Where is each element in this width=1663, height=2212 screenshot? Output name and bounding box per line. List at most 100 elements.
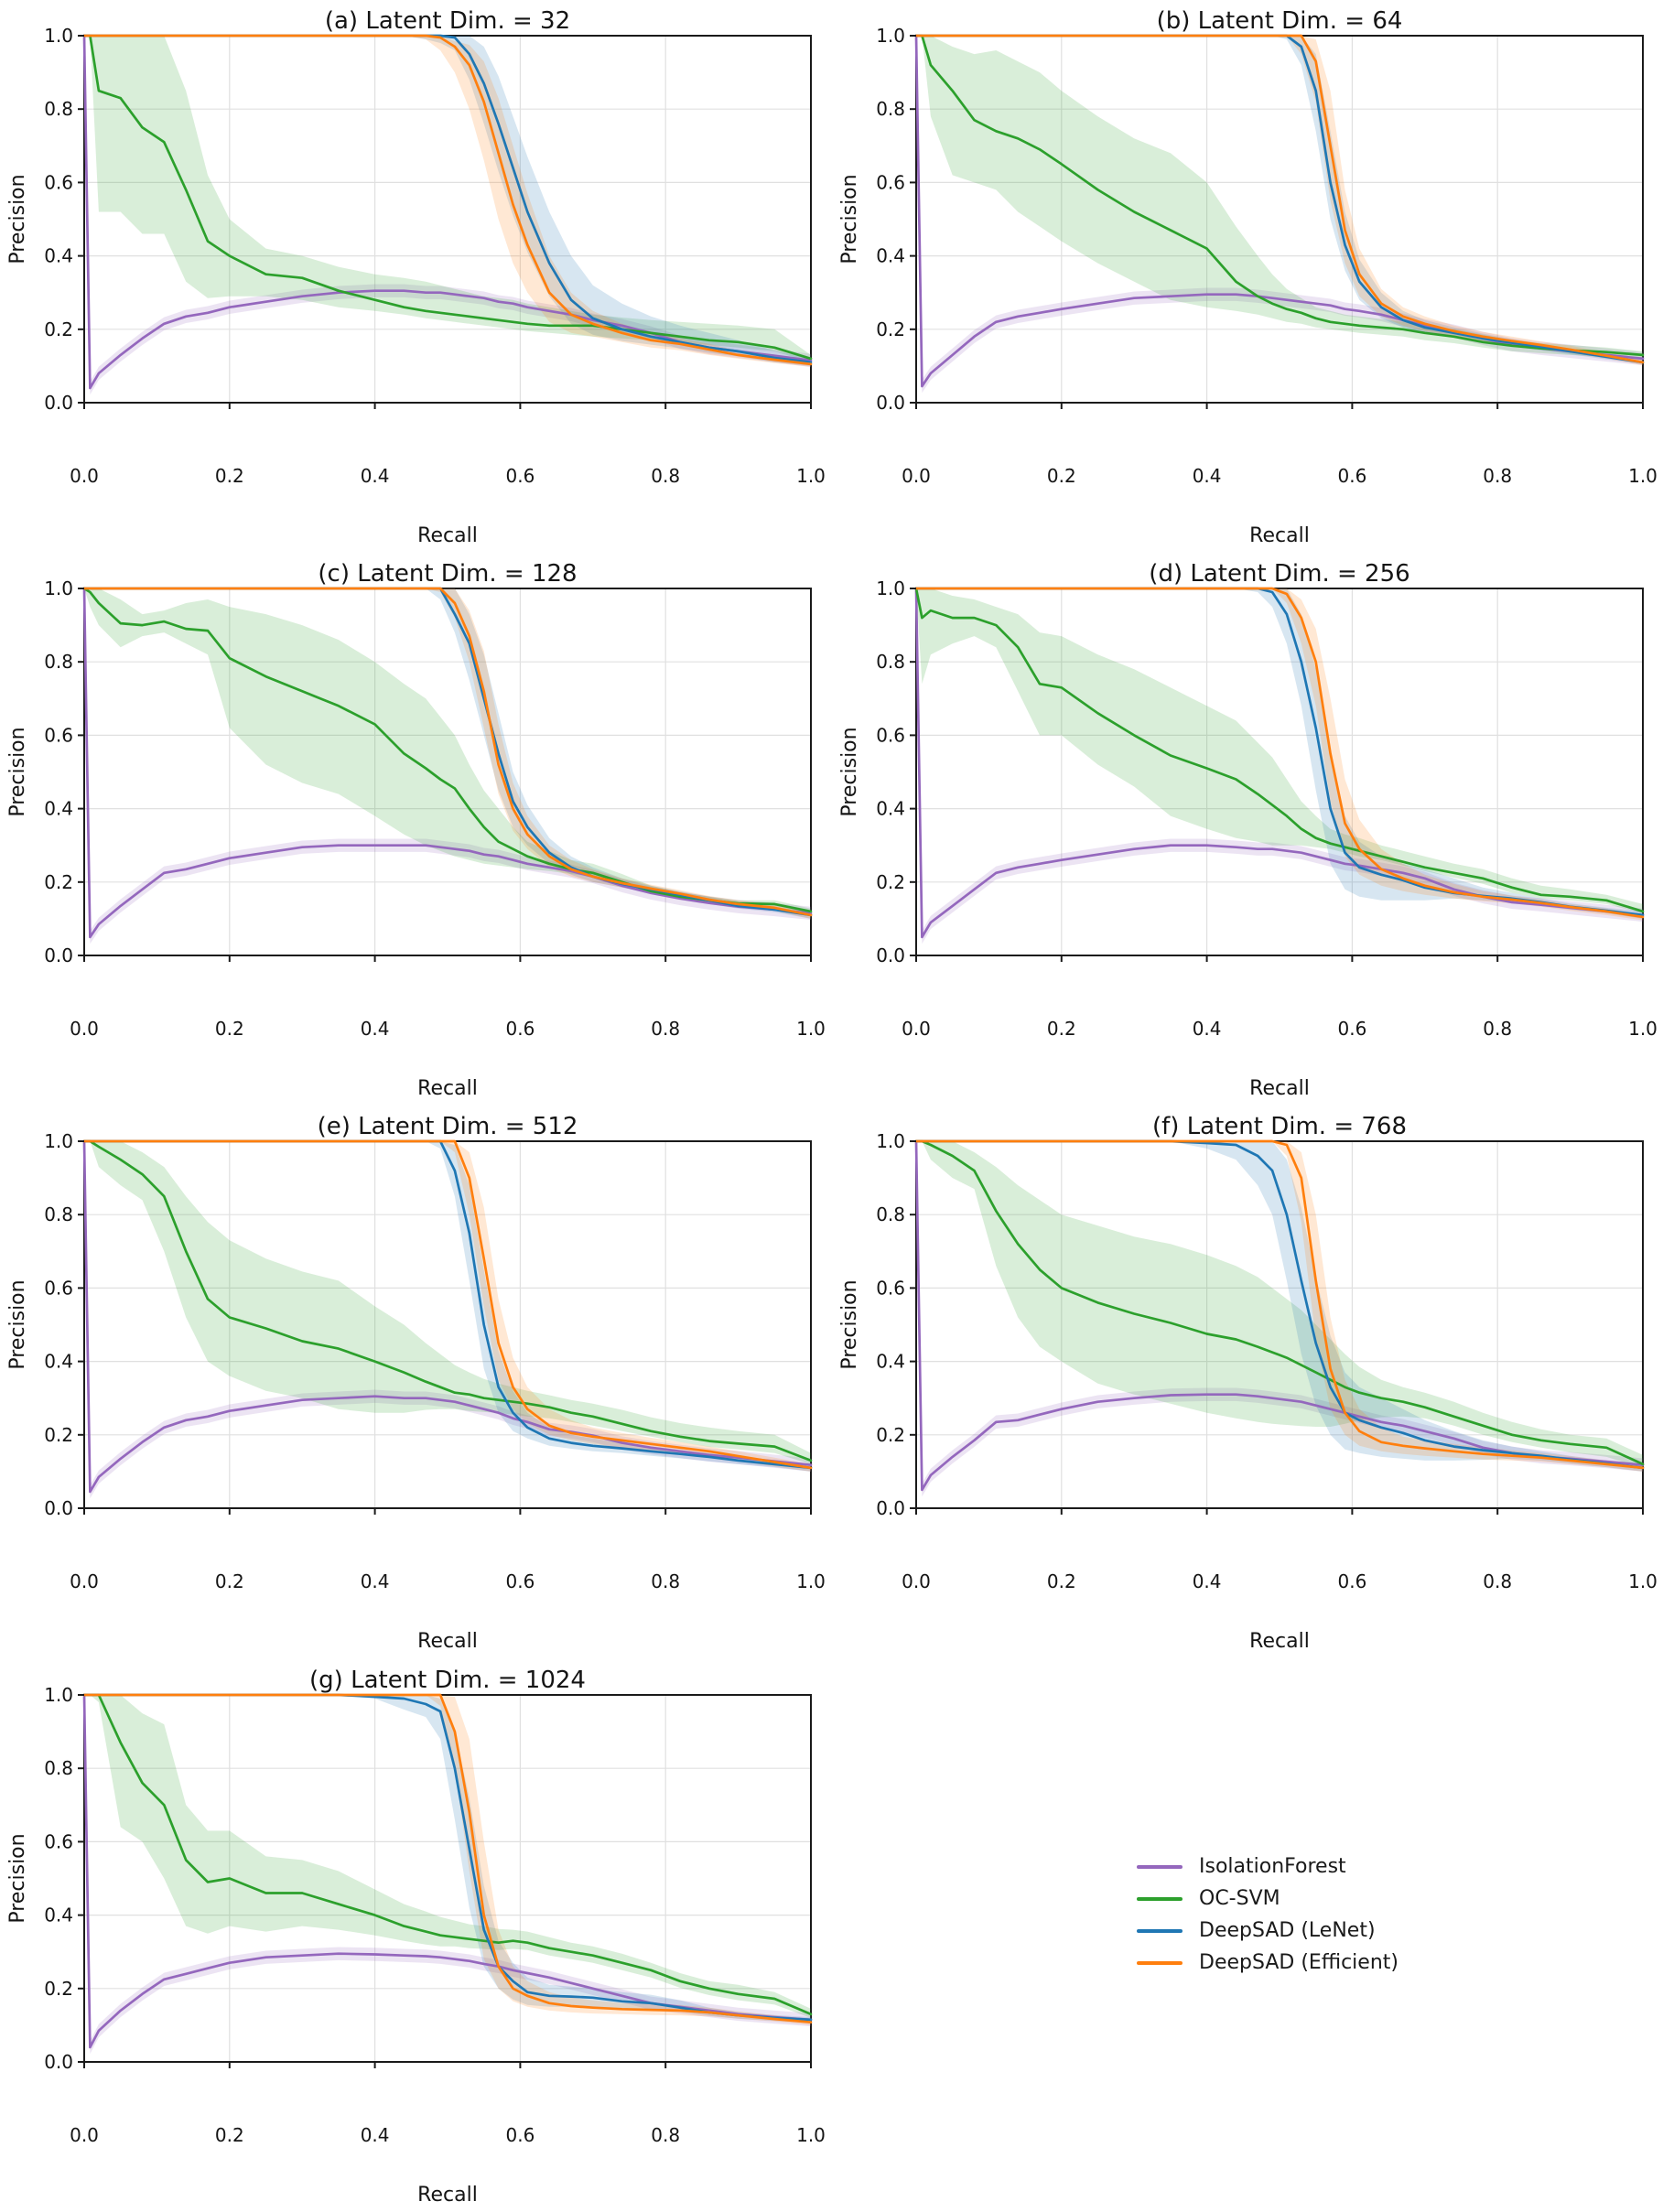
x-axis-label: Recall [417, 2184, 478, 2207]
y-tick-label: 0.4 [876, 798, 905, 820]
x-tick-label: 0.2 [215, 1018, 244, 1040]
x-tick-label: 1.0 [1628, 1018, 1658, 1040]
subplot-title: (c) Latent Dim. = 128 [318, 560, 577, 588]
series-band-oc-svm [84, 588, 811, 913]
plot-area [915, 588, 1644, 956]
series-band-oc-svm [916, 1141, 1643, 1468]
series-band-deepsad-lenet [916, 1141, 1643, 1472]
series-band-isolationforest [84, 588, 811, 944]
x-axis-label: Recall [1249, 1630, 1310, 1653]
x-tick-label: 0.6 [1337, 465, 1366, 487]
series-band-oc-svm [916, 36, 1643, 359]
y-tick-label: 0.0 [44, 392, 73, 414]
y-tick-label: 1.0 [876, 577, 905, 599]
y-tick-label: 1.0 [876, 1130, 905, 1152]
subplot-background [832, 1106, 1663, 1658]
y-tick-label: 0.4 [44, 798, 73, 820]
series-line-deepsad-efficient [914, 1139, 1645, 1470]
subplot-title: (a) Latent Dim. = 32 [325, 7, 570, 35]
x-tick-label: 0.8 [651, 1018, 680, 1040]
subplot-background [0, 1659, 831, 2212]
series-band-deepsad-lenet [84, 1695, 811, 2023]
x-tick-label: 0.4 [1193, 465, 1222, 487]
series-band-isolationforest [84, 1141, 811, 1499]
x-tick-label: 0.4 [361, 2124, 390, 2146]
subplot-background [0, 1106, 831, 1658]
y-tick-label: 0.0 [44, 2051, 73, 2073]
x-tick-label: 0.4 [361, 465, 390, 487]
x-tick-label: 0.2 [1047, 465, 1076, 487]
subplot-title: (f) Latent Dim. = 768 [1152, 1113, 1407, 1140]
y-tick-label: 0.8 [44, 1203, 73, 1225]
series-line-oc-svm [914, 587, 1645, 913]
x-tick-label: 1.0 [796, 1018, 826, 1040]
y-tick-label: 0.0 [876, 392, 905, 414]
series-band-oc-svm [84, 36, 811, 362]
y-tick-label: 0.8 [44, 98, 73, 120]
subplot-d: 0.0 0.0 0.2 0.2 0.4 0.4 0.6 0.6 0.8 0.8 1.0 1.0 (d) … [832, 553, 1663, 1106]
x-tick-label: 0.2 [215, 2124, 244, 2146]
plot-area [83, 1694, 812, 2063]
legend: IsolationForest OC-SVM DeepSAD (LeNet) D… [1137, 1851, 1398, 1979]
y-tick-label: 0.8 [44, 651, 73, 673]
x-tick-label: 1.0 [1628, 465, 1658, 487]
y-tick-label: 1.0 [44, 577, 73, 599]
x-tick-label: 1.0 [796, 465, 826, 487]
subplot-g: 0.0 0.0 0.2 0.2 0.4 0.4 0.6 0.6 0.8 0.8 1.0 1.0 (g) … [0, 1659, 831, 2212]
y-axis-label: Precision [6, 174, 29, 264]
legend-label: IsolationForest [1199, 1855, 1346, 1878]
y-tick-label: 0.6 [876, 724, 905, 746]
x-tick-label: 1.0 [796, 1570, 826, 1592]
y-tick-label: 0.6 [44, 1277, 73, 1299]
x-tick-label: 0.6 [505, 1018, 535, 1040]
series-line-deepsad-efficient [82, 34, 813, 366]
x-tick-label: 0.2 [1047, 1570, 1076, 1592]
subplot-title: (g) Latent Dim. = 1024 [309, 1667, 586, 1694]
subplot-a: 0.0 0.0 0.2 0.2 0.4 0.4 0.6 0.6 0.8 0.8 1.0 1.0 (a) … [0, 0, 831, 553]
x-tick-label: 0.6 [505, 2124, 535, 2146]
legend-label: DeepSAD (Efficient) [1199, 1951, 1398, 1974]
subplot-background [832, 0, 1663, 553]
y-tick-label: 0.2 [876, 871, 905, 893]
x-tick-label: 0.0 [902, 1570, 931, 1592]
legend-line-swatch [1137, 1960, 1182, 1965]
subplot-title: (e) Latent Dim. = 512 [318, 1113, 578, 1140]
y-tick-label: 0.2 [44, 871, 73, 893]
y-tick-label: 0.0 [876, 1497, 905, 1519]
y-tick-label: 0.0 [44, 944, 73, 966]
y-tick-label: 0.2 [44, 1978, 73, 2000]
x-axis-label: Recall [1249, 524, 1310, 547]
x-tick-label: 0.6 [505, 465, 535, 487]
series-band-isolationforest [84, 1695, 811, 2055]
x-tick-label: 0.2 [1047, 1018, 1076, 1040]
x-tick-label: 0.8 [651, 465, 680, 487]
y-tick-label: 0.0 [876, 944, 905, 966]
x-tick-label: 0.0 [70, 465, 99, 487]
y-tick-label: 0.8 [44, 1757, 73, 1779]
series-band-oc-svm [916, 588, 1643, 913]
y-axis-label: Precision [6, 1279, 29, 1369]
subplot-b: 0.0 0.0 0.2 0.2 0.4 0.4 0.6 0.6 0.8 0.8 1.0 1.0 (b) … [832, 0, 1663, 553]
y-tick-label: 1.0 [44, 1130, 73, 1152]
x-axis-label: Recall [417, 524, 478, 547]
subplot-title: (b) Latent Dim. = 64 [1157, 7, 1403, 35]
subplot-background [0, 553, 831, 1106]
series-line-deepsad-efficient [82, 1139, 813, 1470]
y-tick-label: 0.2 [876, 1424, 905, 1446]
x-tick-label: 0.4 [1193, 1570, 1222, 1592]
y-tick-label: 0.0 [44, 1497, 73, 1519]
x-axis-label: Recall [417, 1077, 478, 1100]
y-tick-label: 0.8 [876, 651, 905, 673]
x-tick-label: 1.0 [1628, 1570, 1658, 1592]
series-band-oc-svm [84, 1141, 811, 1464]
plot-area [915, 1140, 1644, 1509]
y-axis-label: Precision [838, 1279, 861, 1369]
x-tick-label: 0.8 [651, 2124, 680, 2146]
x-tick-label: 0.0 [70, 1570, 99, 1592]
y-tick-label: 0.4 [44, 1904, 73, 1926]
legend-entry-ocsvm: OC-SVM [1137, 1883, 1398, 1915]
y-tick-label: 1.0 [44, 25, 73, 47]
y-tick-label: 0.4 [876, 245, 905, 267]
subplot-c: 0.0 0.0 0.2 0.2 0.4 0.4 0.6 0.6 0.8 0.8 1.0 1.0 (c) … [0, 553, 831, 1106]
